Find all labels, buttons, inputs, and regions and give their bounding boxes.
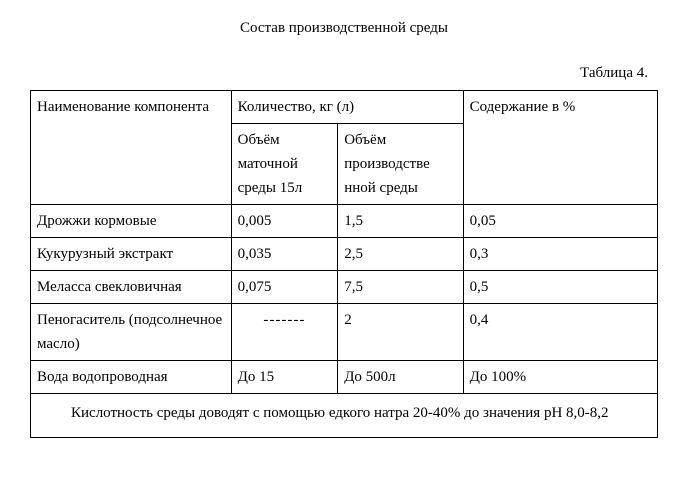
cell-name: Вода водопроводная <box>31 361 232 394</box>
table-row: Вода водопроводная До 15 До 500л До 100% <box>31 361 658 394</box>
cell-v2: 7,5 <box>338 271 463 304</box>
note-text: Кислотность среды доводят с помощью едко… <box>71 405 609 421</box>
table-row: Меласса свекловичная 0,075 7,5 0,5 <box>31 271 658 304</box>
header-row-1: Наименование компонента Количество, кг (… <box>31 91 658 124</box>
cell-v1: 0,005 <box>231 205 338 238</box>
cell-v2: 2 <box>338 304 463 361</box>
note-row: Кислотность среды доводят с помощью едко… <box>31 394 658 438</box>
cell-v2: 2,5 <box>338 238 463 271</box>
page-title: Состав производственной среды <box>30 20 658 37</box>
header-component: Наименование компонента <box>31 91 232 205</box>
cell-v2: 1,5 <box>338 205 463 238</box>
cell-v2: До 500л <box>338 361 463 394</box>
header-qty-group: Количество, кг (л) <box>231 91 463 124</box>
table-label: Таблица 4. <box>30 65 658 82</box>
cell-v1: 0,075 <box>231 271 338 304</box>
cell-pct: 0,5 <box>463 271 657 304</box>
cell-pct: До 100% <box>463 361 657 394</box>
table-row: Пеногаситель (подсолнечное масло) ------… <box>31 304 658 361</box>
header-vol2: Объём производстве нной среды <box>338 124 463 205</box>
cell-pct: 0,4 <box>463 304 657 361</box>
cell-pct: 0,3 <box>463 238 657 271</box>
table-row: Дрожжи кормовые 0,005 1,5 0,05 <box>31 205 658 238</box>
note-cell: Кислотность среды доводят с помощью едко… <box>31 394 658 438</box>
cell-v1: ------- <box>231 304 338 361</box>
cell-name: Кукурузный экстракт <box>31 238 232 271</box>
cell-v1: До 15 <box>231 361 338 394</box>
composition-table: Наименование компонента Количество, кг (… <box>30 90 658 438</box>
table-row: Кукурузный экстракт 0,035 2,5 0,3 <box>31 238 658 271</box>
cell-name: Дрожжи кормовые <box>31 205 232 238</box>
cell-name: Пеногаситель (подсолнечное масло) <box>31 304 232 361</box>
header-vol1: Объём маточной среды 15л <box>231 124 338 205</box>
cell-pct: 0,05 <box>463 205 657 238</box>
cell-name: Меласса свекловичная <box>31 271 232 304</box>
cell-v1: 0,035 <box>231 238 338 271</box>
header-pct: Содержание в % <box>463 91 657 205</box>
